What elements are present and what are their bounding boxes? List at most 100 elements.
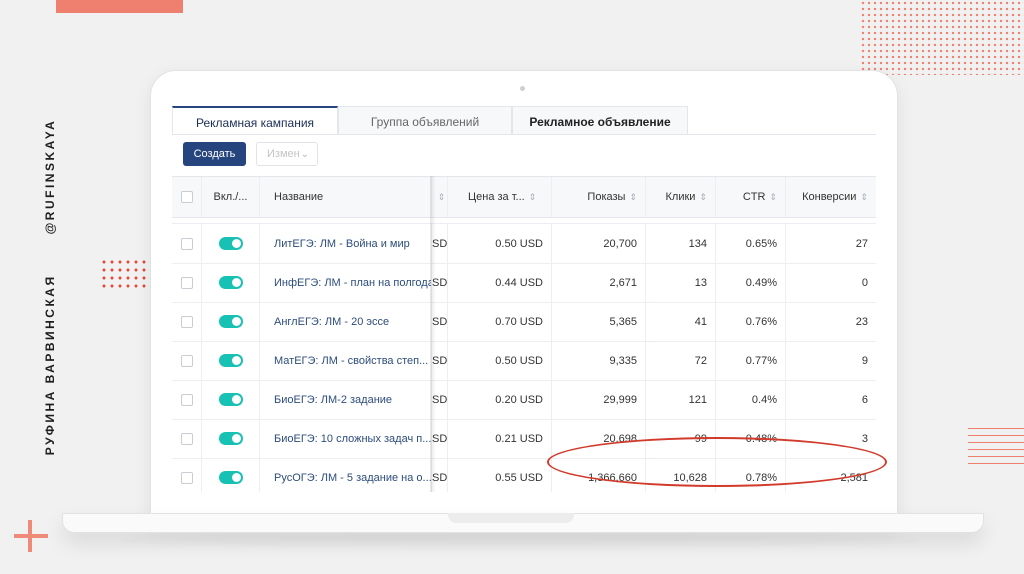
ctr-value: 0.77% xyxy=(745,354,777,367)
status-toggle[interactable] xyxy=(218,315,243,328)
campaign-name-link[interactable]: АнглЕГЭ: ЛМ - 20 эссе xyxy=(274,315,390,328)
price-value: 0.70 USD xyxy=(495,315,543,328)
truncated-value: SD xyxy=(432,471,448,484)
campaign-name-link[interactable]: РусОГЭ: ЛМ - 5 задание на о... xyxy=(274,471,432,484)
row-price-cell: 0.55 USD xyxy=(448,458,552,492)
row-checkbox[interactable] xyxy=(180,393,193,406)
row-name-cell: МатЕГЭ: ЛМ - свойства степ... xyxy=(260,341,432,380)
sort-icon: ⇕ xyxy=(437,191,446,202)
row-toggle-cell xyxy=(202,419,260,458)
status-toggle[interactable] xyxy=(218,237,243,250)
col-impressions[interactable]: Показы ⇕ xyxy=(552,177,646,217)
row-clicks-cell: 13 xyxy=(646,263,716,302)
row-ctr-cell: 0.65% xyxy=(716,224,786,263)
row-price-cell: 0.50 USD xyxy=(448,341,552,380)
row-ctr-cell: 0.77% xyxy=(716,341,786,380)
row-select-cell xyxy=(172,341,202,380)
row-impressions-cell: 29,999 xyxy=(552,380,646,419)
row-checkbox[interactable] xyxy=(180,432,193,445)
row-checkbox[interactable] xyxy=(180,354,193,367)
impressions-value: 29,999 xyxy=(603,393,637,406)
plus-icon-bar xyxy=(14,534,48,538)
create-button[interactable]: Создать xyxy=(183,142,246,166)
row-conversions-cell: 23 xyxy=(786,302,876,341)
sort-icon: ⇕ xyxy=(629,191,637,202)
clicks-value: 13 xyxy=(694,276,707,289)
row-clicks-cell: 121 xyxy=(646,380,716,419)
row-hidden-cell: SD xyxy=(432,263,448,302)
price-value: 0.50 USD xyxy=(495,237,543,250)
row-checkbox[interactable] xyxy=(180,276,193,289)
truncated-value: SD xyxy=(432,432,448,445)
tab-ad[interactable]: Рекламное объявление xyxy=(512,106,688,134)
row-checkbox[interactable] xyxy=(180,471,193,484)
impressions-value: 2,671 xyxy=(609,276,637,289)
status-toggle[interactable] xyxy=(218,393,243,406)
col-ctr[interactable]: CTR ⇕ xyxy=(716,177,786,217)
col-name[interactable]: Название xyxy=(260,177,432,217)
table-row[interactable]: МатЕГЭ: ЛМ - свойства степ... SD 0.50 USD 9… xyxy=(172,341,876,381)
col-toggle-label: Вкл./... xyxy=(213,191,248,203)
ctr-value: 0.76% xyxy=(745,315,777,328)
price-value: 0.55 USD xyxy=(495,471,543,484)
status-toggle[interactable] xyxy=(218,276,243,289)
ctr-value: 0.65% xyxy=(745,237,777,250)
campaign-name-link[interactable]: ИнфЕГЭ: ЛМ - план на полгода xyxy=(274,276,432,289)
col-ctr-label: CTR xyxy=(742,191,766,203)
row-ctr-cell: 0.49% xyxy=(716,263,786,302)
clicks-value: 72 xyxy=(694,354,707,367)
author-credit: РУФИНА ВАРВИНСКАЯ @RUFINSKAYA xyxy=(43,119,57,456)
row-checkbox[interactable] xyxy=(180,237,193,250)
row-price-cell: 0.70 USD xyxy=(448,302,552,341)
campaign-name-link[interactable]: ЛитЕГЭ: ЛМ - Война и мир xyxy=(274,237,410,250)
table-row[interactable]: БиоЕГЭ: ЛМ-2 задание SD 0.20 USD 29,999 121 0… xyxy=(172,380,876,420)
row-clicks-cell: 72 xyxy=(646,341,716,380)
status-toggle[interactable] xyxy=(218,432,243,445)
select-all-checkbox[interactable] xyxy=(180,191,193,203)
row-ctr-cell: 0.4% xyxy=(716,380,786,419)
edit-dropdown[interactable]: Измен ⌄ xyxy=(256,142,318,166)
table-row[interactable]: ИнфЕГЭ: ЛМ - план на полгода SD 0.44 USD 2,… xyxy=(172,263,876,303)
row-price-cell: 0.50 USD xyxy=(448,224,552,263)
row-select-cell xyxy=(172,224,202,263)
truncated-value: SD xyxy=(432,393,448,406)
row-toggle-cell xyxy=(202,458,260,492)
table-row[interactable]: АнглЕГЭ: ЛМ - 20 эссе SD 0.70 USD 5,365 41 0.… xyxy=(172,302,876,342)
row-select-cell xyxy=(172,302,202,341)
row-ctr-cell: 0.76% xyxy=(716,302,786,341)
campaign-name-link[interactable]: МатЕГЭ: ЛМ - свойства степ... xyxy=(274,354,429,367)
select-all-cell xyxy=(172,177,202,217)
col-price[interactable]: Цена за т... ⇕ xyxy=(448,177,552,217)
conversions-value: 6 xyxy=(861,393,868,406)
truncated-value: SD xyxy=(432,354,448,367)
tab-ad-group[interactable]: Группа объявлений xyxy=(338,106,512,134)
sort-icon: ⇕ xyxy=(699,191,707,202)
col-hidden[interactable]: ⇕ xyxy=(432,177,448,217)
campaign-name-link[interactable]: БиоЕГЭ: ЛМ-2 задание xyxy=(274,393,393,406)
row-impressions-cell: 20,700 xyxy=(552,224,646,263)
status-toggle[interactable] xyxy=(218,354,243,367)
col-clicks[interactable]: Клики ⇕ xyxy=(646,177,716,217)
table-row[interactable]: ЛитЕГЭ: ЛМ - Война и мир SD 0.50 USD 20,700… xyxy=(172,224,876,264)
row-price-cell: 0.21 USD xyxy=(448,419,552,458)
status-toggle[interactable] xyxy=(218,471,243,484)
col-toggle[interactable]: Вкл./... xyxy=(202,177,260,217)
ads-manager-app: Рекламная кампания Группа объявлений Рек… xyxy=(172,100,876,492)
row-checkbox[interactable] xyxy=(180,315,193,328)
campaign-name-link[interactable]: БиоЕГЭ: 10 сложных задач п... xyxy=(274,432,432,445)
row-toggle-cell xyxy=(202,341,260,380)
tab-campaign[interactable]: Рекламная кампания xyxy=(172,106,338,134)
conversions-value: 23 xyxy=(855,315,868,328)
price-value: 0.50 USD xyxy=(495,354,543,367)
row-impressions-cell: 5,365 xyxy=(552,302,646,341)
frozen-column-shadow xyxy=(430,176,436,492)
row-name-cell: АнглЕГЭ: ЛМ - 20 эссе xyxy=(260,302,432,341)
clicks-value: 41 xyxy=(694,315,707,328)
sort-icon: ⇕ xyxy=(528,191,537,202)
conversions-value: 3 xyxy=(861,432,868,445)
decorative-lines xyxy=(968,428,1024,470)
col-conversions[interactable]: Конверсии ⇕ xyxy=(786,177,876,217)
row-hidden-cell: SD xyxy=(432,341,448,380)
row-hidden-cell: SD xyxy=(432,419,448,458)
truncated-value: SD xyxy=(432,237,448,250)
